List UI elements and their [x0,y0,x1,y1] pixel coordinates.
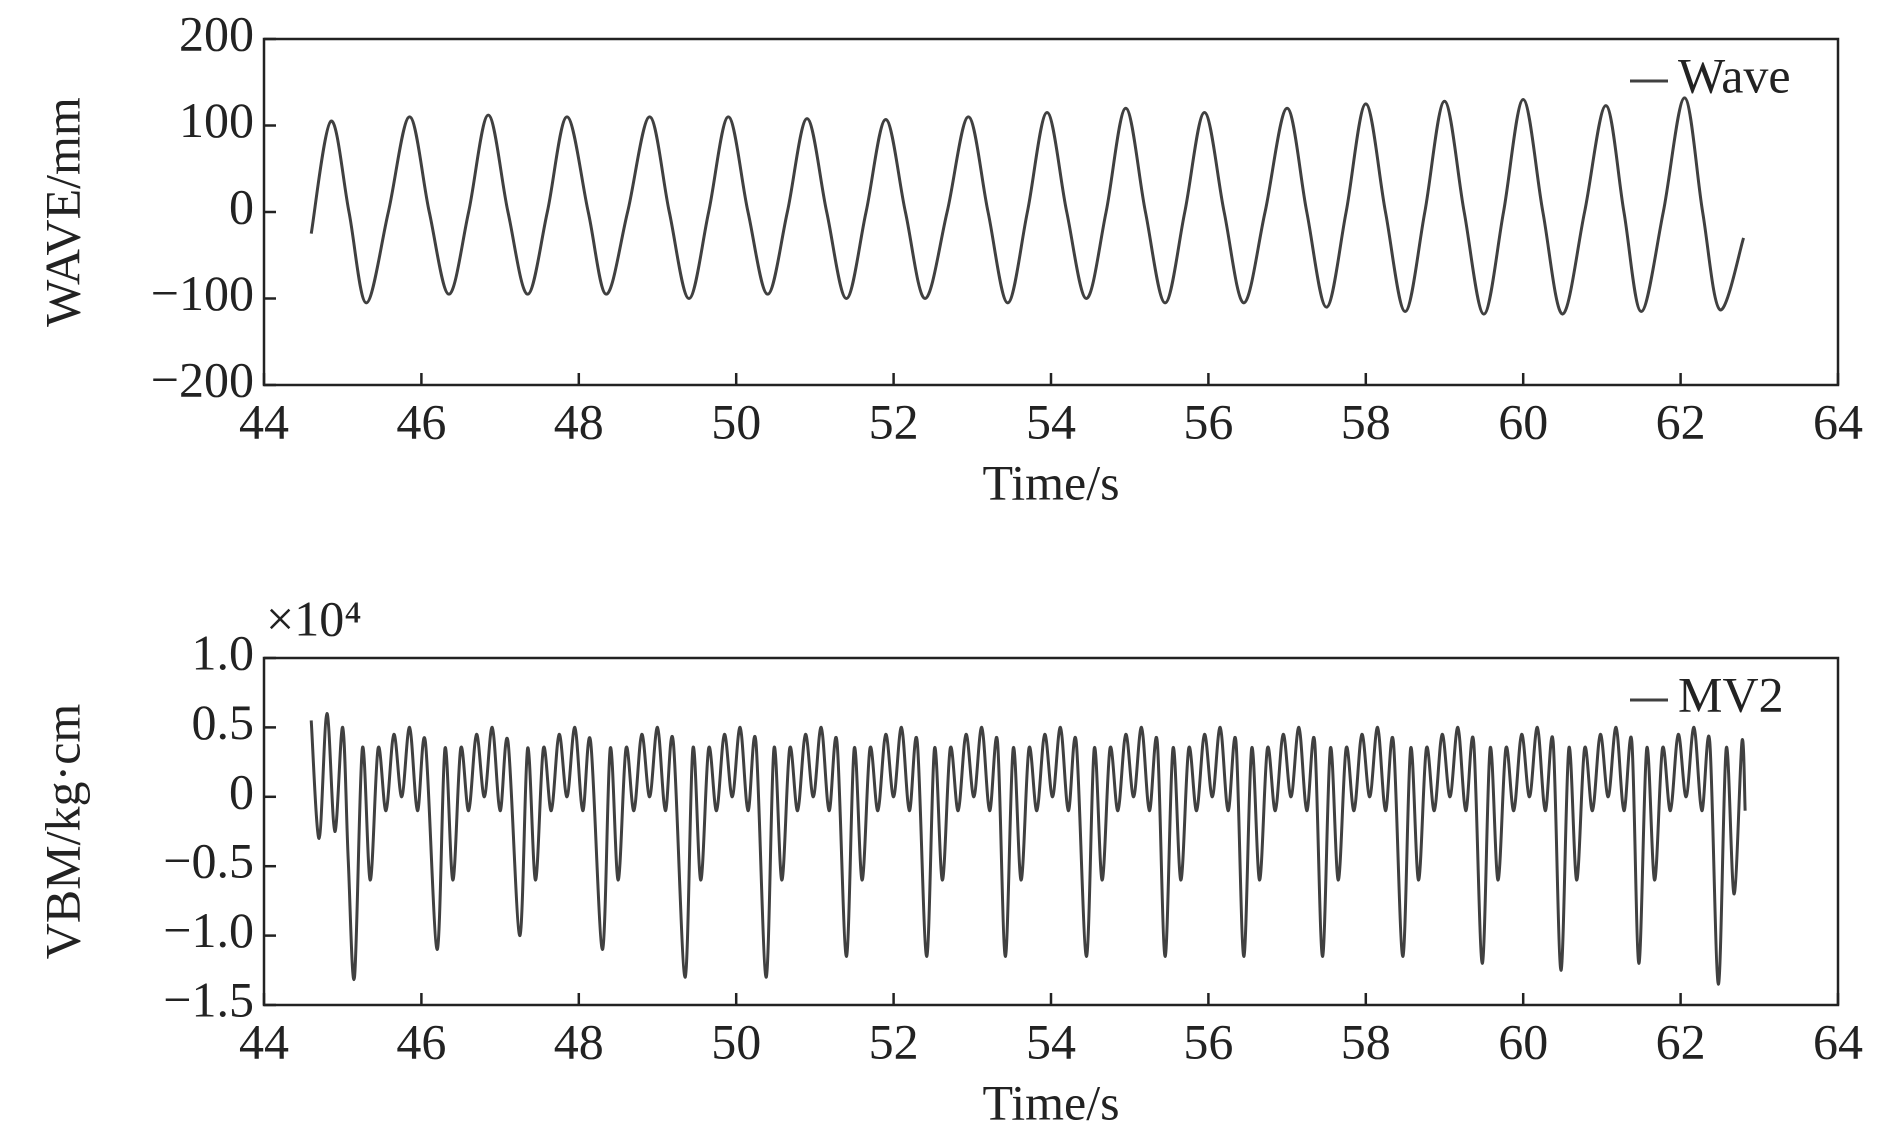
y-tick-label: −0.5 [163,833,254,889]
plot-frame [262,656,1840,1007]
x-tick-label: 46 [396,1013,446,1069]
x-tick-label: 64 [1813,393,1863,449]
x-tick-label: 44 [239,1013,289,1069]
x-tick-label: 52 [869,1013,919,1069]
x-tick-label: 60 [1498,393,1548,449]
x-tick-label: 58 [1341,393,1391,449]
y-axis-label: WAVE/mm [34,97,90,327]
y-tick-label: −200 [151,351,254,407]
y-tick-label: 0 [229,763,254,819]
axis-multiplier: ×10⁴ [266,590,362,646]
x-tick-label: 48 [554,1013,604,1069]
y-tick-label: −100 [151,265,254,321]
x-axis-label: Time/s [982,454,1119,510]
x-tick-label: 46 [396,393,446,449]
x-tick-label: 52 [869,393,919,449]
y-tick-label: 200 [179,5,254,61]
x-tick-label: 50 [711,393,761,449]
x-tick-label: 58 [1341,1013,1391,1069]
x-tick-label: 60 [1498,1013,1548,1069]
x-tick-label: 54 [1026,1013,1076,1069]
y-tick-label: 1.0 [192,624,255,680]
x-tick-label: 62 [1656,1013,1706,1069]
y-tick-label: 100 [179,92,254,148]
y-tick-label: 0 [229,178,254,234]
x-tick-label: 44 [239,393,289,449]
y-tick-label: 0.5 [192,694,255,750]
x-tick-label: 50 [711,1013,761,1069]
y-tick-label: −1.0 [163,902,254,958]
y-tick-label: −1.5 [163,971,254,1027]
x-tick-label: 56 [1183,1013,1233,1069]
x-tick-label: 54 [1026,393,1076,449]
x-tick-label: 48 [554,393,604,449]
x-axis-label: Time/s [982,1074,1119,1130]
legend-label: Wave [1678,47,1791,103]
x-tick-label: 62 [1656,393,1706,449]
data-line [309,96,1745,316]
x-tick-label: 56 [1183,393,1233,449]
plot-frame [262,37,1840,387]
legend-label: MV2 [1678,666,1784,722]
y-axis-label: VBM/kg·cm [34,704,90,960]
x-tick-label: 64 [1813,1013,1863,1069]
data-line [309,712,1747,986]
